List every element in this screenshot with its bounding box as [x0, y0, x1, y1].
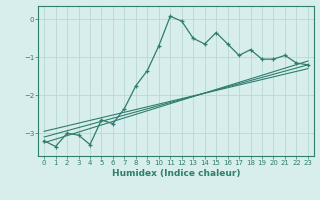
X-axis label: Humidex (Indice chaleur): Humidex (Indice chaleur): [112, 169, 240, 178]
